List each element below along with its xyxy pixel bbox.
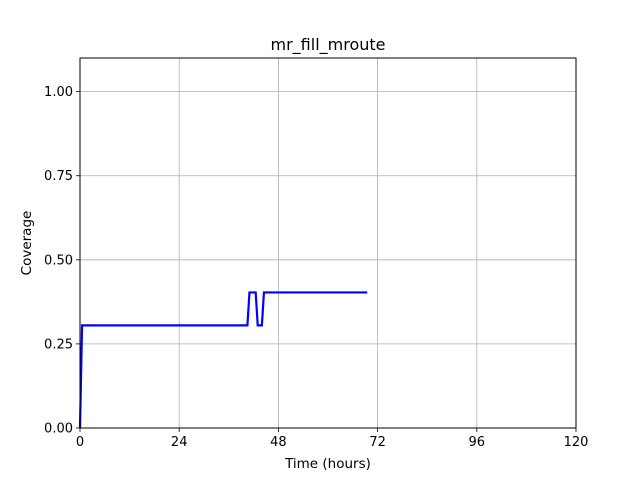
x-axis-label: Time (hours) [284,456,371,472]
y-tick-label: 0.75 [44,169,73,184]
y-tick-label: 0.00 [44,422,73,437]
y-axis-label: Coverage [19,211,35,276]
chart-title: mr_fill_mroute [271,35,386,55]
x-tick-label: 48 [270,435,287,450]
series-line-coverage [78,291,368,429]
x-tick-label: 24 [171,435,188,450]
plot-frame [79,57,577,429]
y-axis-ticks: 0.00 0.25 0.50 0.75 1.00 [44,85,80,437]
plot-area [80,58,576,428]
y-tick-label: 0.25 [44,337,73,352]
x-tick-label: 0 [76,435,84,450]
x-axis-ticks: 0 24 48 72 96 120 [76,428,589,450]
y-tick-label: 1.00 [44,85,73,100]
y-tick-label: 0.50 [44,253,73,268]
x-tick-label: 120 [564,435,589,450]
x-tick-label: 96 [469,435,486,450]
x-tick-label: 72 [369,435,386,450]
series-layer [78,291,368,429]
